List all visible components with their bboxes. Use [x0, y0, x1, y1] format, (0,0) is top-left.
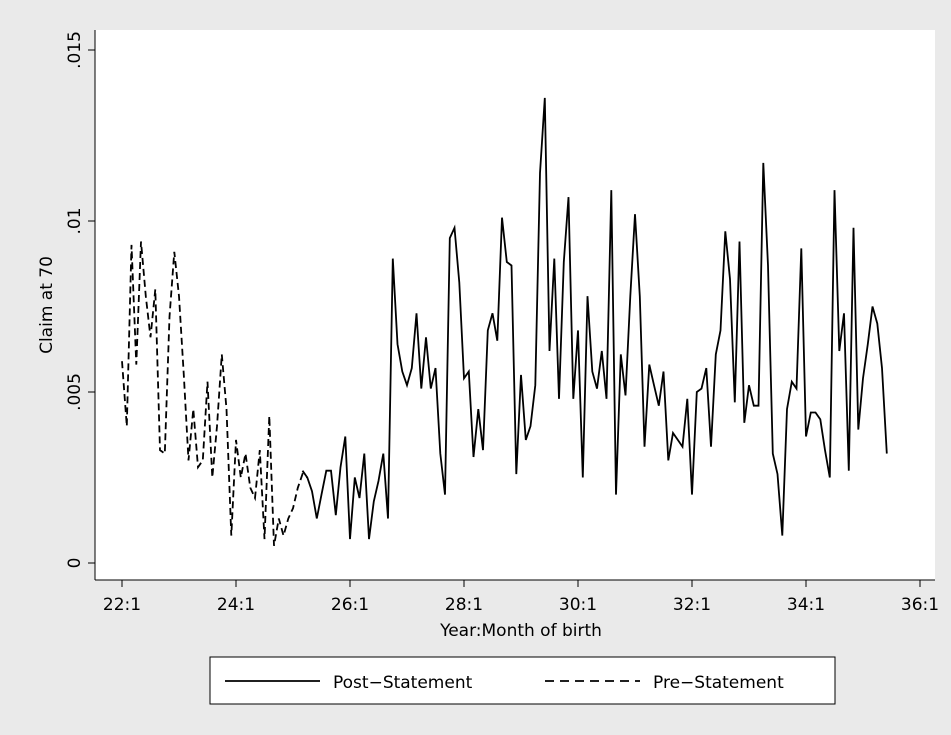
y-axis-title: Claim at 70 [37, 256, 57, 354]
series-line [301, 97, 888, 540]
y-tick-label: .01 [65, 207, 85, 234]
x-tick-label: 24:1 [217, 595, 255, 615]
x-tick-label: 32:1 [673, 595, 711, 615]
series-line [121, 241, 308, 547]
x-tick-label: 30:1 [559, 595, 597, 615]
legend-label: Post−Statement [333, 673, 473, 693]
x-tick-label: 28:1 [445, 595, 483, 615]
x-axis-title: Year:Month of birth [439, 621, 602, 641]
x-tick-label: 26:1 [331, 595, 369, 615]
y-tick-label: .005 [65, 373, 85, 411]
y-tick-label: .015 [65, 31, 85, 69]
x-tick-label: 22:1 [103, 595, 141, 615]
plot-area [95, 30, 935, 580]
y-tick-label: 0 [65, 558, 85, 569]
legend-label: Pre−Statement [653, 673, 784, 693]
x-tick-label: 36:1 [901, 595, 939, 615]
x-tick-label: 34:1 [787, 595, 825, 615]
